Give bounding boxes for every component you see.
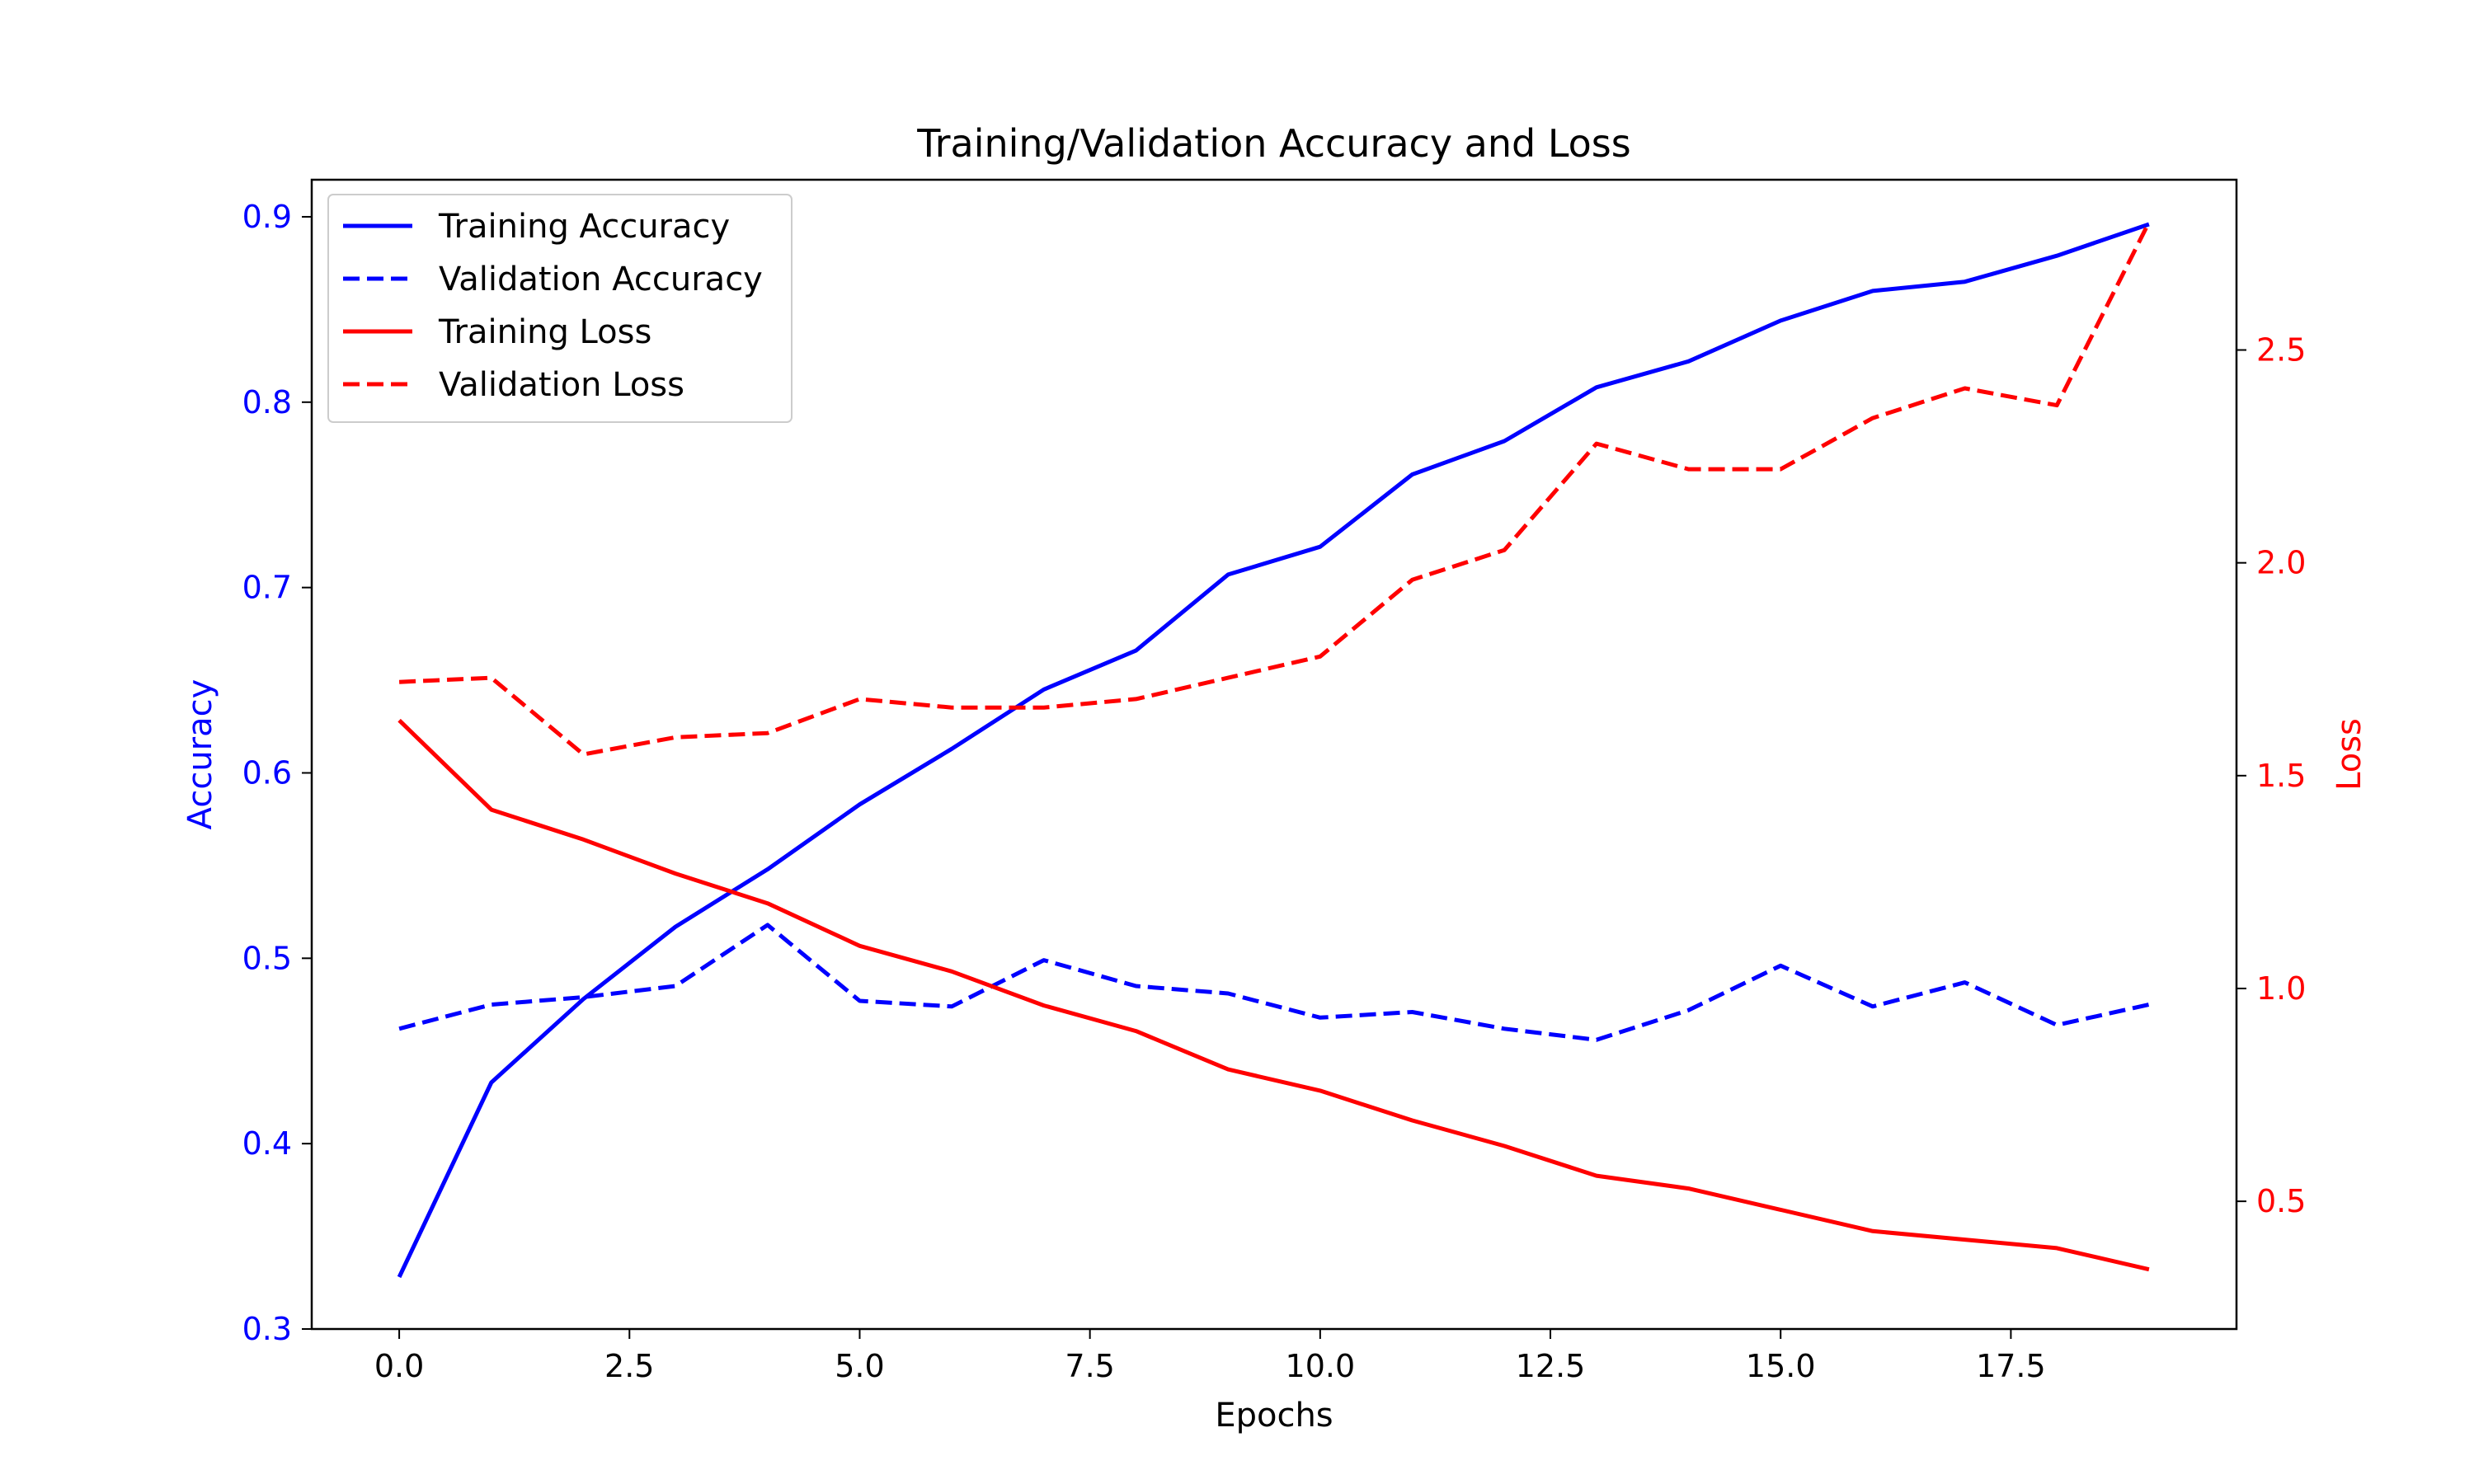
series-line-training-loss: [397, 718, 2150, 1272]
series-line-validation-loss: [398, 221, 2152, 757]
legend: Training Accuracy Validation Accuracy Trai…: [327, 194, 793, 423]
legend-label: Validation Accuracy: [439, 261, 763, 298]
x-tick-label: 12.5: [1516, 1348, 1586, 1384]
x-tick-label: 2.5: [604, 1348, 654, 1384]
x-axis-label: Epochs: [1215, 1397, 1333, 1435]
y-left-tick-label: 0.6: [242, 754, 292, 791]
y-left-tick-label: 0.7: [242, 570, 292, 606]
x-tick-label: 10.0: [1286, 1348, 1356, 1384]
y-axis-left-label: Accuracy: [181, 679, 219, 830]
legend-label: Training Accuracy: [438, 208, 730, 246]
x-tick-label: 17.5: [1976, 1348, 2046, 1384]
y-left-tick-label: 0.4: [242, 1125, 292, 1162]
x-tick-label: 7.5: [1065, 1348, 1114, 1384]
y-right-tick-label: 1.5: [2256, 758, 2306, 794]
legend-label: Training Loss: [438, 313, 651, 351]
legend-label: Validation Loss: [439, 366, 684, 404]
y-left-tick-label: 0.3: [242, 1311, 292, 1347]
y-right-tick-label: 1.0: [2256, 970, 2306, 1007]
y-left-tick-label: 0.9: [242, 199, 292, 235]
y-axis-left-ticks: 0.3 0.4 0.5 0.6 0.7 0.8 0.9: [242, 199, 312, 1347]
y-right-tick-label: 2.0: [2256, 545, 2306, 581]
series-line-validation-accuracy: [398, 923, 2150, 1042]
x-tick-label: 5.0: [835, 1348, 884, 1384]
chart-title: Training/Validation Accuracy and Loss: [916, 121, 1630, 166]
y-right-tick-label: 0.5: [2256, 1183, 2306, 1219]
x-tick-label: 0.0: [374, 1348, 424, 1384]
y-right-tick-label: 2.5: [2256, 332, 2306, 369]
legend-box: [327, 194, 793, 423]
y-axis-right-ticks: 0.5 1.0 1.5 2.0 2.5: [2236, 332, 2306, 1219]
x-tick-label: 15.0: [1746, 1348, 1816, 1384]
y-axis-right-label: Loss: [2331, 718, 2368, 791]
series-line-training-accuracy: [397, 222, 2150, 1279]
plot-frame: [310, 178, 2238, 1331]
y-left-tick-label: 0.5: [242, 940, 292, 976]
series-layer: [397, 221, 2152, 1279]
x-axis-ticks: 0.0 2.5 5.0 7.5 10.0 12.5 15.0 17.5: [374, 1329, 2046, 1384]
y-left-tick-label: 0.8: [242, 384, 292, 420]
